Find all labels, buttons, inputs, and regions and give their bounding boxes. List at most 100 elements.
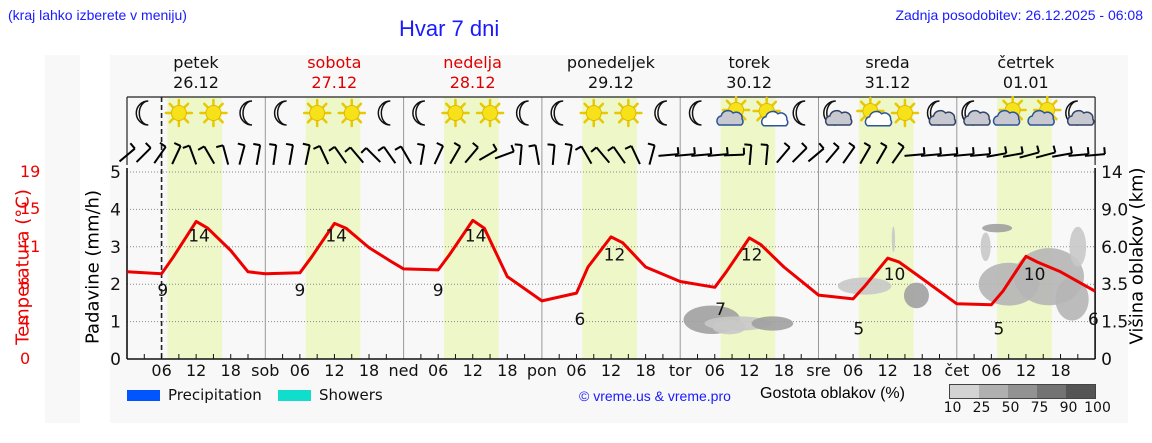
hour-tick-label: 12 — [186, 361, 206, 380]
day-header-5: sreda 31.12 — [819, 53, 957, 93]
moon-icon — [688, 100, 702, 126]
temp-min-label: 9 — [433, 281, 444, 301]
moon-icon — [273, 100, 287, 126]
sun-icon — [199, 98, 228, 128]
page-title: Hvar 7 dni — [399, 16, 500, 41]
hour-tick-label: 18 — [912, 361, 932, 380]
wind-barb-icon — [377, 145, 397, 164]
wind-barb-icon — [547, 143, 556, 166]
hour-tick-label: 06 — [705, 361, 725, 380]
day-abbr-label: sob — [251, 361, 279, 380]
legend-showers-label: Showers — [319, 386, 383, 404]
wind-barb-icon — [433, 142, 444, 165]
day-name: sobota — [307, 53, 362, 72]
day-header-4: torek 30.12 — [680, 53, 818, 93]
sun-small-cloud-icon — [752, 96, 789, 127]
cloud-height-tick: 9.0 — [1101, 200, 1128, 220]
wind-barb-icon — [344, 146, 365, 164]
cloud-density-level: 50 — [1001, 400, 1020, 416]
wind-barb-icon — [1019, 145, 1040, 159]
sun-icon — [614, 98, 643, 128]
cloud-density-level: 100 — [1084, 400, 1111, 416]
wind-barb-icon — [237, 142, 246, 165]
temp-max-label: 12 — [741, 246, 763, 266]
wind-barb-icon — [564, 142, 573, 166]
daylight-band — [167, 97, 223, 359]
precipitation-swatch — [127, 389, 160, 401]
wind-barb-icon — [464, 142, 479, 164]
wind-barb-icon — [624, 145, 641, 165]
moon-icon — [550, 100, 564, 126]
wind-barb-icon — [478, 143, 498, 161]
wind-barb-icon — [394, 145, 412, 165]
sun-icon — [164, 98, 194, 128]
day-header-1: sobota 27.12 — [265, 53, 403, 93]
legend-showers: Showers — [278, 386, 383, 404]
wind-barb-icon — [724, 147, 746, 157]
moon-icon — [515, 100, 529, 126]
wind-barb-icon — [328, 145, 347, 164]
wind-barb-icon — [807, 142, 825, 163]
wind-barb-icon — [691, 147, 713, 157]
hour-tick-label: 18 — [635, 361, 655, 380]
hour-tick-label: 12 — [601, 361, 621, 380]
wind-barb-icon — [920, 147, 942, 157]
moon-icon — [377, 100, 391, 126]
day-date: 31.12 — [864, 73, 911, 92]
cloud-density-labels: 10 25 50 75 90 100 — [938, 400, 1112, 416]
temp-axis-panel — [45, 55, 80, 423]
day-date: 29.12 — [587, 73, 634, 92]
cloud-density-swatch — [950, 385, 979, 398]
hour-tick-label: 18 — [1050, 361, 1070, 380]
wind-barb-icon — [417, 142, 426, 166]
day-name: četrtek — [997, 53, 1055, 72]
wind-barb-icon — [153, 141, 167, 164]
cloud-density-area — [980, 232, 991, 262]
wind-barb-icon — [528, 144, 540, 166]
wind-barb-icon — [313, 145, 330, 165]
day-abbr-label: pon — [527, 361, 557, 380]
day-name: petek — [173, 53, 219, 72]
day-name: nedelja — [443, 53, 502, 72]
cloud-height-tick: 6.0 — [1101, 238, 1128, 258]
sun-icon — [579, 98, 609, 128]
hour-tick-label: 06 — [151, 361, 171, 380]
wind-barb-icon — [285, 142, 294, 166]
wind-barb-icon — [986, 146, 1008, 158]
wind-barb-icon — [744, 143, 753, 166]
temp-tick: 15 — [20, 199, 41, 219]
wind-barb-icon — [1002, 146, 1024, 158]
temp-tick: 0 — [20, 349, 31, 368]
day-abbr-label: tor — [669, 361, 692, 380]
temp-min-label: 6 — [575, 310, 586, 330]
copyright-link[interactable]: © vreme.us & vreme.pro — [579, 388, 731, 404]
moon-cloud-icon — [823, 100, 853, 126]
wind-barb-icon — [118, 142, 136, 163]
wind-barb-icon — [953, 147, 975, 157]
daylight-band — [443, 97, 499, 359]
day-date: 30.12 — [726, 73, 773, 92]
day-abbr-label: sre — [806, 361, 830, 380]
temp-max-label: 14 — [465, 226, 487, 246]
cloud-height-tick: 1.5 — [1101, 313, 1128, 333]
wind-barb-icon — [674, 147, 696, 157]
hour-tick-label: 12 — [739, 361, 759, 380]
temp-min-label: 5 — [993, 320, 1004, 340]
precip-tick: 3 — [110, 238, 121, 258]
moon-icon — [239, 100, 253, 126]
sun-icon — [337, 98, 366, 128]
wind-barb-icon — [494, 144, 515, 160]
location-hint: (kraj lahko izberete v meniju) — [8, 7, 187, 23]
day-name: sreda — [865, 53, 910, 72]
hour-tick-label: 12 — [463, 361, 483, 380]
wind-barb-icon — [760, 143, 769, 166]
temp-tick: 4 — [20, 311, 31, 331]
hour-tick-label: 18 — [774, 361, 794, 380]
wind-barb-icon — [875, 141, 888, 165]
day-date: 28.12 — [449, 73, 496, 92]
temp-max-label: 10 — [884, 265, 906, 285]
wind-barb-icon — [842, 141, 856, 164]
wind-barb-icon — [1052, 146, 1073, 158]
cloud-density-area — [891, 226, 896, 253]
temp-tick: 11 — [20, 236, 41, 256]
